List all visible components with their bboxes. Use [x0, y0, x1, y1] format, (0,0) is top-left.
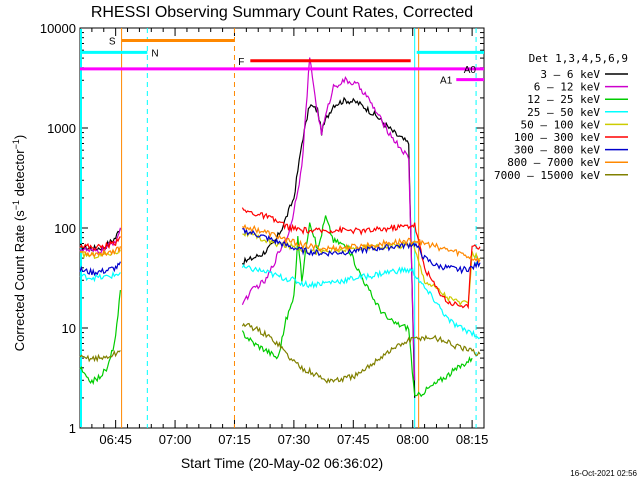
- x-tick-label: 07:15: [218, 432, 251, 447]
- legend-title: Det 1,3,4,5,6,9: [529, 52, 628, 65]
- flag-label: N: [151, 48, 158, 59]
- x-tick-label: 08:15: [456, 432, 489, 447]
- series-line: [241, 226, 481, 275]
- y-axis-label-main: Corrected Count Rate (s: [12, 210, 27, 351]
- series-line: [241, 57, 416, 381]
- legend-label: 12 – 25 keV: [527, 93, 600, 106]
- series-line: [241, 96, 416, 398]
- footer-timestamp: 16-Oct-2021 02:56: [570, 469, 637, 478]
- legend-label: 3 – 6 keV: [540, 68, 600, 81]
- legend-label: 300 – 800 keV: [514, 144, 600, 157]
- x-tick-label: 06:45: [99, 432, 132, 447]
- legend-label: 50 – 100 keV: [521, 118, 601, 131]
- legend-label: 25 – 50 keV: [527, 106, 600, 119]
- series-line: [79, 246, 121, 258]
- y-axis-label-end: ): [12, 135, 27, 139]
- y-axis-label: Corrected Count Rate (s−1 detector−1): [11, 135, 27, 351]
- y-tick-label: 10: [62, 321, 76, 336]
- x-axis: 06:45 07:00 07:15 07:30 07:45 08:00 08:15: [79, 28, 489, 447]
- y-axis-label-sup1: −1: [11, 200, 21, 210]
- legend-label: 7000 – 15000 keV: [494, 169, 600, 182]
- x-tick-label: 07:45: [337, 432, 370, 447]
- flag-label: A0: [464, 65, 477, 76]
- series-line: [241, 207, 481, 310]
- chart-title: RHESSI Observing Summary Count Rates, Co…: [91, 4, 473, 21]
- series-line: [79, 236, 121, 251]
- y-tick-label: 10000: [40, 21, 76, 36]
- series-line: [241, 263, 481, 340]
- series-line: [241, 215, 473, 398]
- series-lines: [79, 57, 481, 398]
- y-axis-label-mid: detector: [12, 149, 27, 200]
- y-tick-label: 1000: [47, 121, 76, 136]
- legend-label: 100 – 300 keV: [514, 131, 600, 144]
- x-axis-label: Start Time (20-May-02 06:36:02): [181, 455, 383, 471]
- legend-label: 6 – 12 keV: [534, 81, 601, 94]
- x-tick-label: 08:00: [396, 432, 429, 447]
- y-axis-label-sup2: −1: [11, 139, 21, 149]
- series-line: [79, 290, 121, 386]
- y-tick-label: 100: [54, 221, 76, 236]
- flag-label: F: [238, 57, 244, 68]
- flag-label: S: [109, 36, 116, 47]
- plot-area: 1 10 100 1000 10000 06:45 07:00 07:15 07:30 07:4…: [40, 21, 489, 447]
- series-line: [79, 227, 121, 255]
- series-line: [79, 261, 121, 277]
- flag-label: A1: [440, 76, 453, 87]
- series-line: [241, 322, 481, 384]
- y-tick-label: 1: [69, 421, 76, 436]
- series-line: [241, 223, 481, 264]
- y-axis: 1 10 100 1000 10000: [40, 21, 484, 436]
- series-line: [79, 349, 121, 363]
- x-tick-label: 07:00: [159, 432, 192, 447]
- flag-lines: S N F A0 A1: [80, 36, 484, 87]
- legend-label: 800 – 7000 keV: [507, 156, 600, 169]
- x-tick-label: 07:30: [278, 432, 311, 447]
- series-line: [79, 270, 121, 283]
